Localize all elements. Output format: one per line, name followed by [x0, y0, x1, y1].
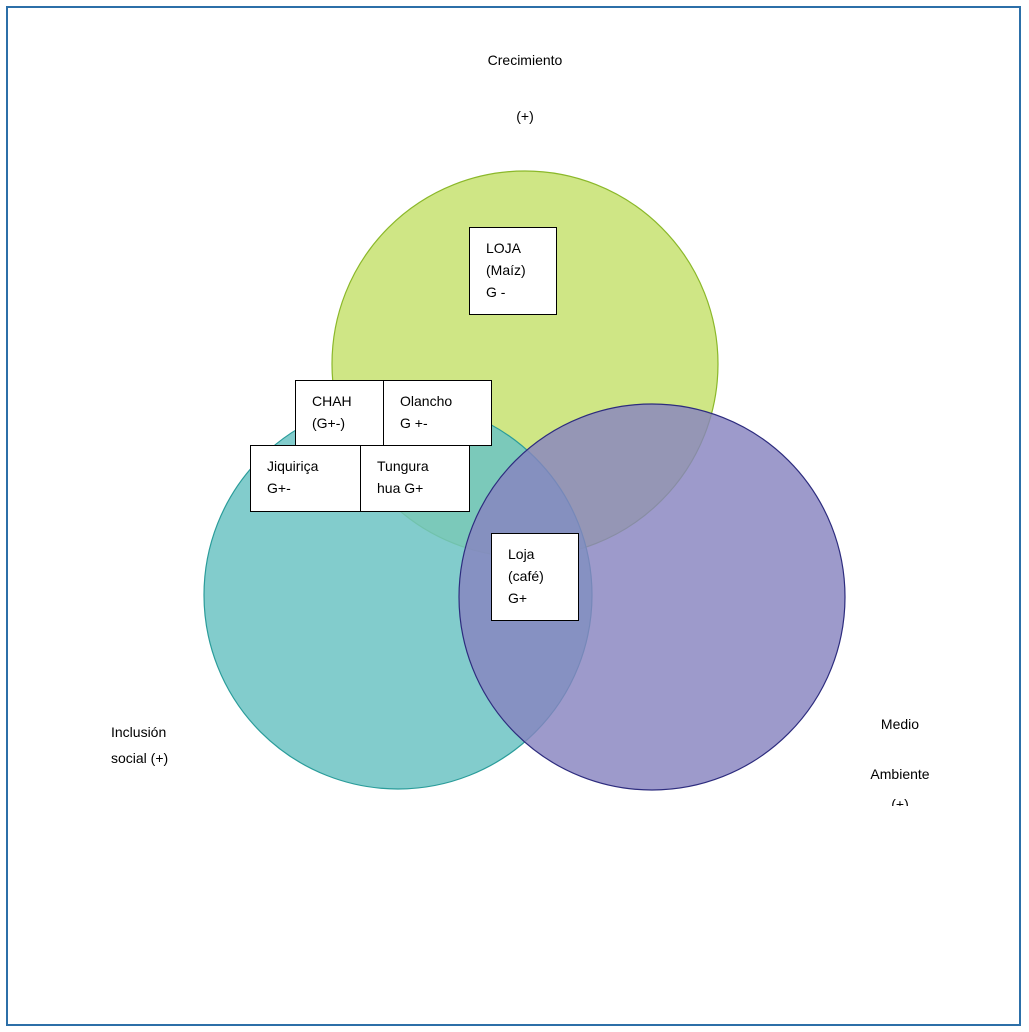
- case-box-olancho: Olancho G +-: [383, 380, 492, 446]
- inclusion-label-line1: Inclusión: [111, 724, 167, 740]
- inclusion-label: Inclusión social (+): [111, 722, 168, 768]
- case-loja-maiz-line2: (Maíz): [486, 262, 526, 278]
- case-chah-line2: (G+-): [312, 415, 346, 431]
- case-jiquirica-line1: Jiquiriça: [267, 458, 319, 474]
- case-tungurahua-line1: Tungura: [377, 458, 429, 474]
- case-loja-cafe-line2: (café): [508, 568, 544, 584]
- case-loja-maiz-line1: LOJA: [486, 240, 522, 256]
- case-olancho-line2: G +-: [400, 415, 428, 431]
- case-box-loja-maiz: LOJA (Maíz) G -: [469, 227, 557, 315]
- environment-label: Medio Ambiente (+): [845, 714, 955, 806]
- growth-label-line1: Crecimiento: [487, 52, 563, 68]
- environment-label-line1: Medio: [880, 716, 920, 732]
- case-loja-cafe-line3: G+: [508, 590, 528, 606]
- environment-label-line3: (+): [891, 796, 909, 806]
- case-box-loja-cafe: Loja (café) G+: [491, 533, 579, 621]
- environment-circle: [458, 403, 846, 791]
- case-jiquirica-line2: G+-: [267, 480, 291, 496]
- case-box-chah: CHAH (G+-): [295, 380, 384, 446]
- case-olancho-line1: Olancho: [400, 393, 453, 409]
- case-box-jiquirica: Jiquiriça G+-: [250, 445, 361, 512]
- case-loja-cafe-line1: Loja: [508, 546, 535, 562]
- case-chah-line1: CHAH: [312, 393, 352, 409]
- case-loja-maiz-line3: G -: [486, 284, 506, 300]
- environment-label-line2: Ambiente: [870, 766, 930, 782]
- case-tungurahua-line2: hua G+: [377, 480, 424, 496]
- case-box-tungurahua: Tungura hua G+: [360, 445, 470, 512]
- diagram-frame: [6, 6, 1021, 1026]
- growth-label: Crecimiento (+): [460, 50, 590, 126]
- growth-label-line2: (+): [516, 108, 534, 124]
- inclusion-label-line2: social (+): [111, 750, 169, 766]
